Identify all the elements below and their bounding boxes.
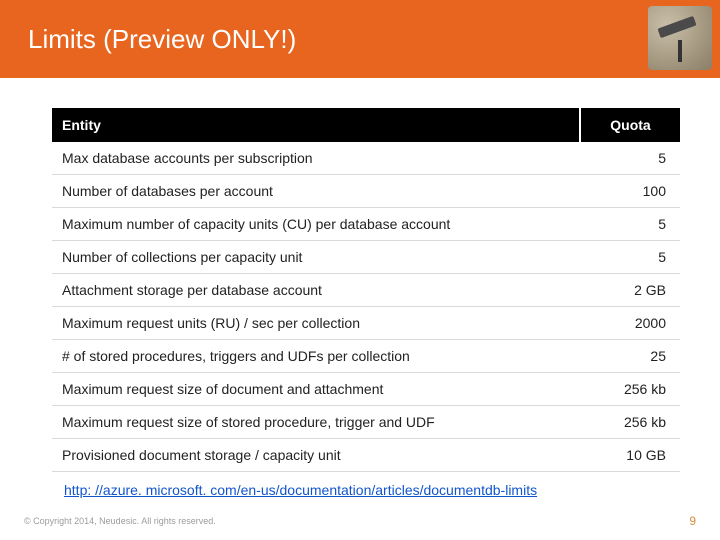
cell-quota: 5 xyxy=(580,142,680,175)
table-row: # of stored procedures, triggers and UDF… xyxy=(52,340,680,373)
cell-entity: Maximum number of capacity units (CU) pe… xyxy=(52,208,580,241)
slide-footer: © Copyright 2014, Neudesic. All rights r… xyxy=(24,514,696,528)
cell-entity: Attachment storage per database account xyxy=(52,274,580,307)
cell-quota: 2000 xyxy=(580,307,680,340)
cell-quota: 25 xyxy=(580,340,680,373)
cell-entity: Maximum request size of document and att… xyxy=(52,373,580,406)
table-row: Number of databases per account100 xyxy=(52,175,680,208)
table-row: Maximum number of capacity units (CU) pe… xyxy=(52,208,680,241)
slide-title: Limits (Preview ONLY!) xyxy=(28,24,296,55)
cell-quota: 5 xyxy=(580,208,680,241)
reference-link[interactable]: http: //azure. microsoft. com/en-us/docu… xyxy=(64,482,537,498)
col-entity: Entity xyxy=(52,108,580,142)
limits-table: Entity Quota Max database accounts per s… xyxy=(52,108,680,472)
table-row: Maximum request size of document and att… xyxy=(52,373,680,406)
cell-entity: Max database accounts per subscription xyxy=(52,142,580,175)
cell-entity: Number of databases per account xyxy=(52,175,580,208)
cell-quota: 256 kb xyxy=(580,406,680,439)
page-number: 9 xyxy=(689,514,696,528)
table-row: Provisioned document storage / capacity … xyxy=(52,439,680,472)
reference-link-row: http: //azure. microsoft. com/en-us/docu… xyxy=(52,472,680,498)
cell-entity: Maximum request units (RU) / sec per col… xyxy=(52,307,580,340)
table-row: Number of collections per capacity unit5 xyxy=(52,241,680,274)
copyright-text: © Copyright 2014, Neudesic. All rights r… xyxy=(24,516,216,526)
cell-quota: 10 GB xyxy=(580,439,680,472)
cell-entity: # of stored procedures, triggers and UDF… xyxy=(52,340,580,373)
cell-entity: Maximum request size of stored procedure… xyxy=(52,406,580,439)
col-quota: Quota xyxy=(580,108,680,142)
cell-quota: 100 xyxy=(580,175,680,208)
content-area: Entity Quota Max database accounts per s… xyxy=(0,78,720,498)
table-row: Attachment storage per database account2… xyxy=(52,274,680,307)
table-header-row: Entity Quota xyxy=(52,108,680,142)
table-row: Maximum request units (RU) / sec per col… xyxy=(52,307,680,340)
slide-header: Limits (Preview ONLY!) xyxy=(0,0,720,78)
cell-entity: Number of collections per capacity unit xyxy=(52,241,580,274)
cell-entity: Provisioned document storage / capacity … xyxy=(52,439,580,472)
cell-quota: 256 kb xyxy=(580,373,680,406)
telescope-image xyxy=(648,6,712,70)
table-row: Maximum request size of stored procedure… xyxy=(52,406,680,439)
cell-quota: 2 GB xyxy=(580,274,680,307)
cell-quota: 5 xyxy=(580,241,680,274)
table-row: Max database accounts per subscription5 xyxy=(52,142,680,175)
